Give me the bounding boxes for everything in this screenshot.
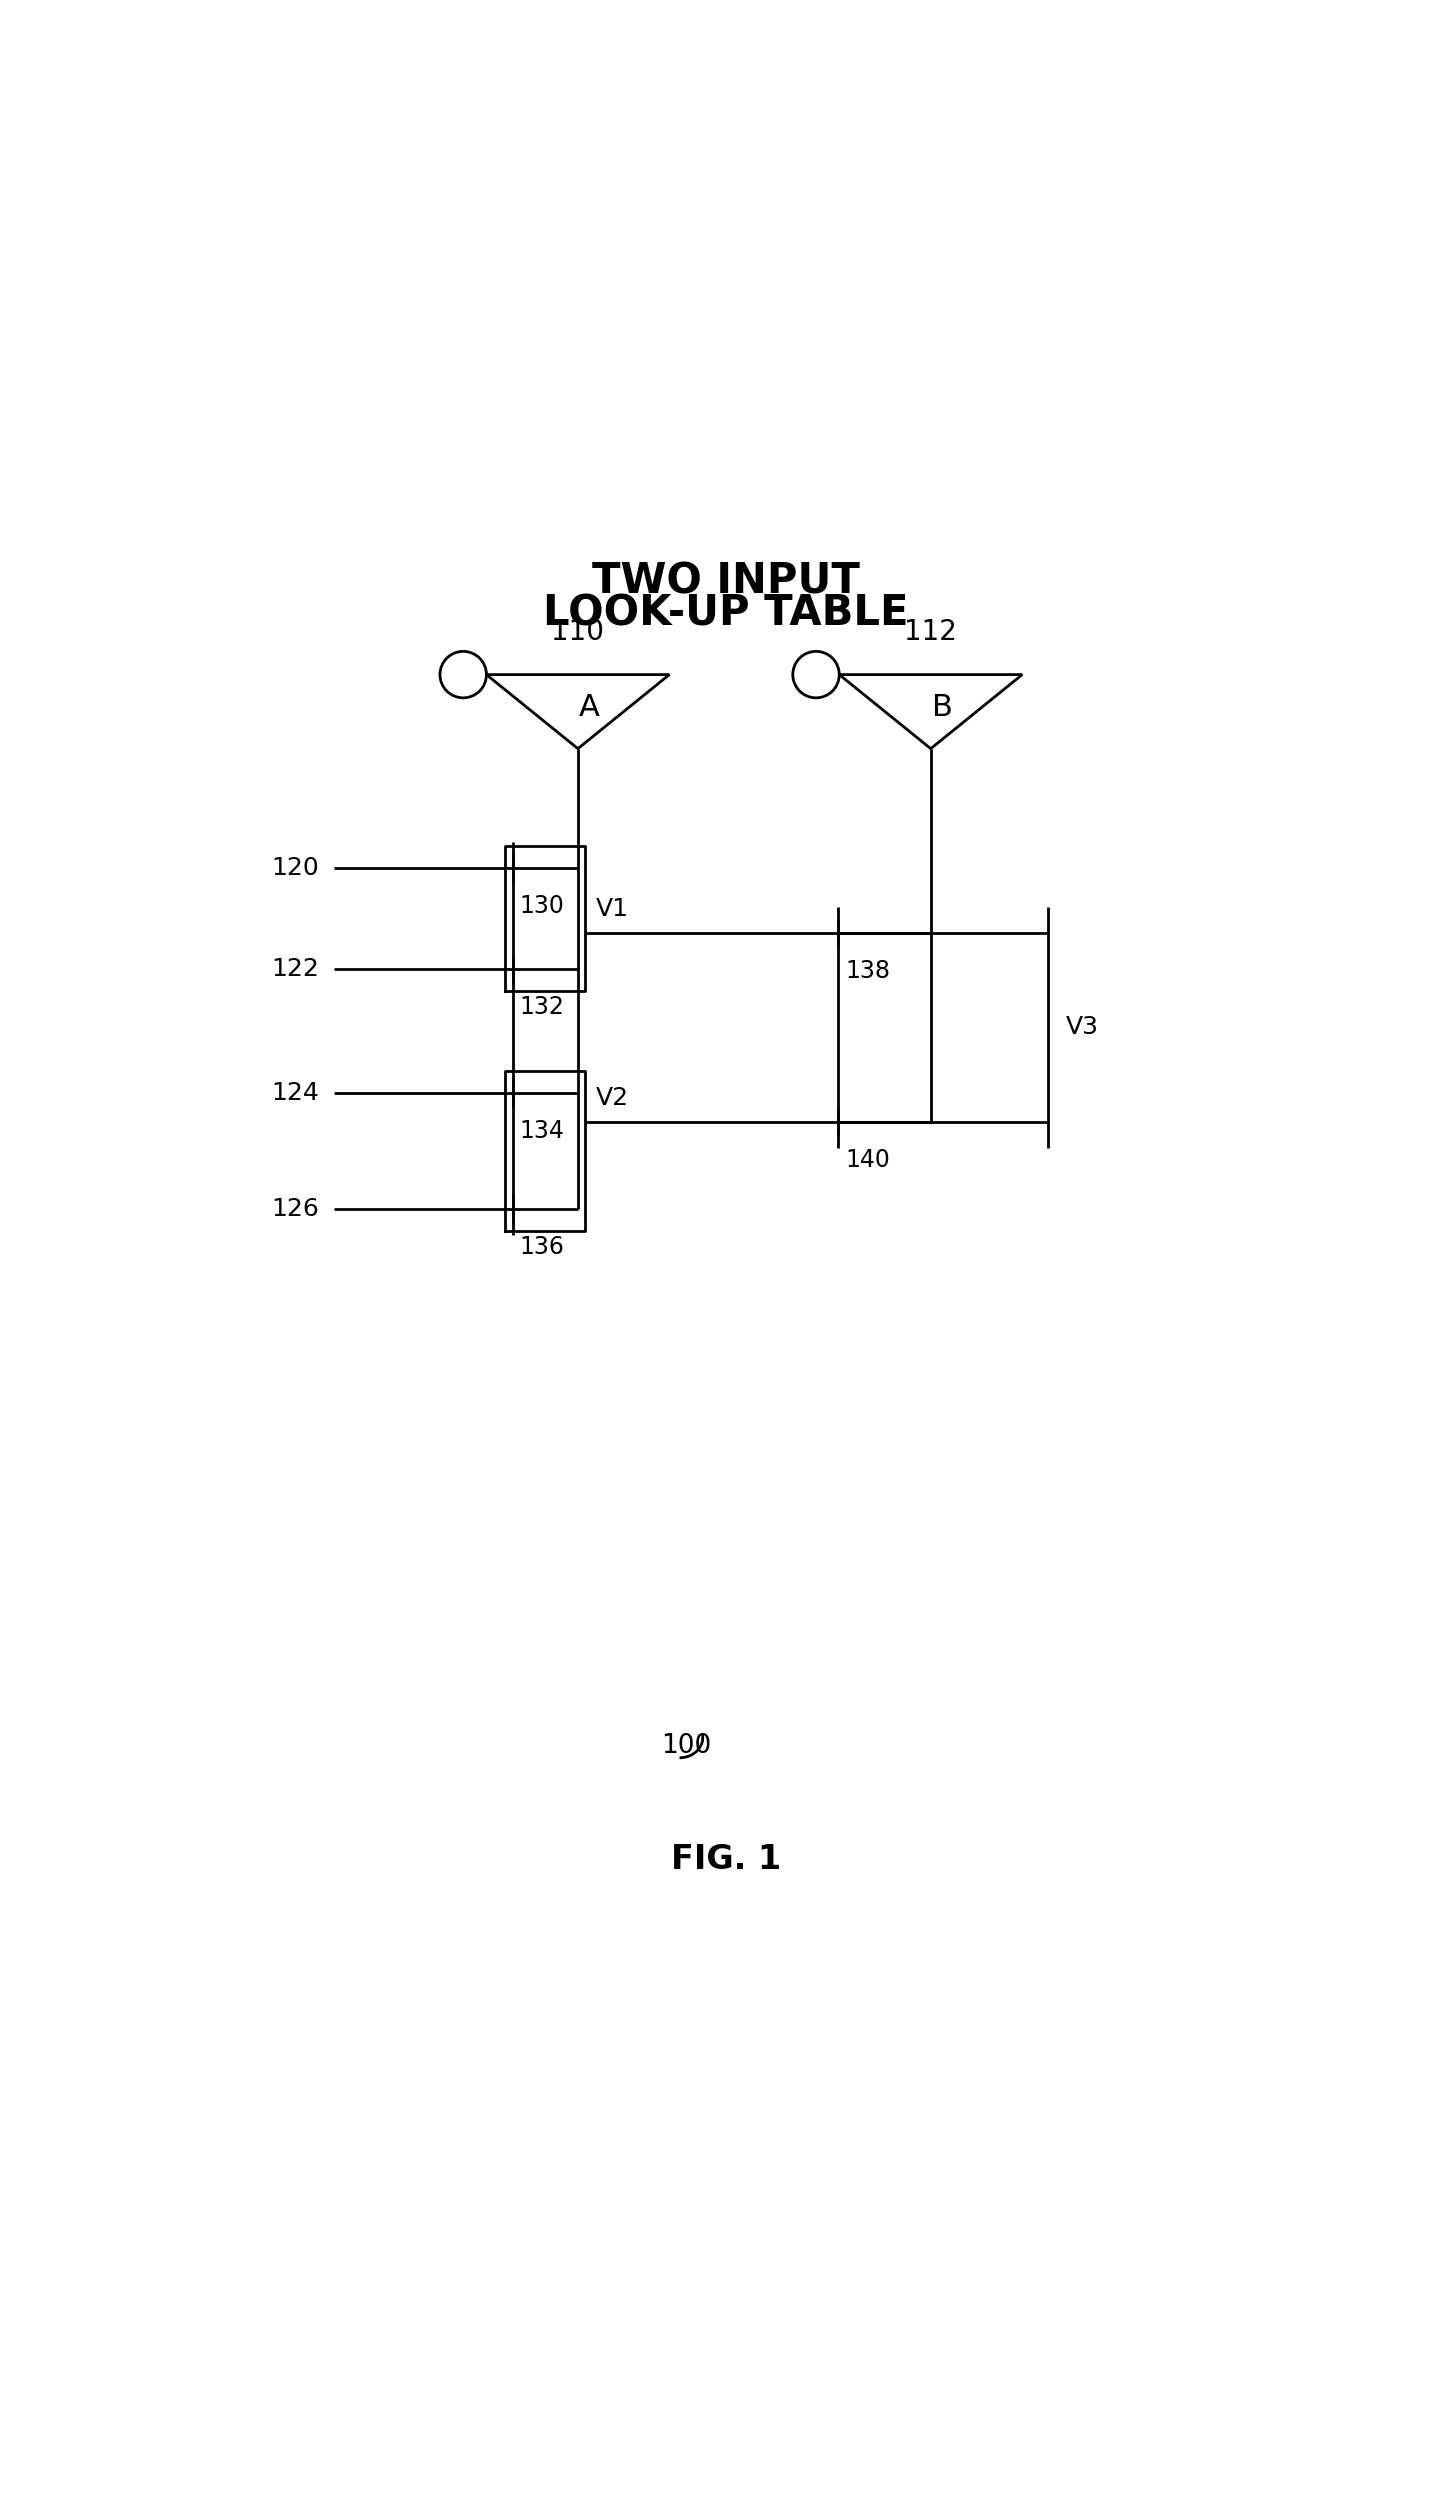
Text: 134: 134 bbox=[520, 1120, 565, 1142]
Text: V3: V3 bbox=[1066, 1015, 1099, 1040]
Text: 120: 120 bbox=[272, 857, 319, 879]
Text: 112: 112 bbox=[905, 619, 957, 646]
Text: B: B bbox=[932, 694, 953, 721]
Text: 124: 124 bbox=[272, 1080, 319, 1105]
Text: 138: 138 bbox=[845, 959, 890, 982]
Text: V1: V1 bbox=[595, 897, 629, 922]
Text: V2: V2 bbox=[595, 1087, 629, 1110]
Text: 122: 122 bbox=[272, 957, 319, 982]
Text: A: A bbox=[579, 694, 600, 721]
Text: 126: 126 bbox=[272, 1197, 319, 1220]
Text: 140: 140 bbox=[845, 1147, 890, 1172]
Text: LOOK-UP TABLE: LOOK-UP TABLE bbox=[543, 594, 909, 634]
Text: 136: 136 bbox=[520, 1235, 565, 1260]
Text: TWO INPUT: TWO INPUT bbox=[592, 561, 860, 604]
Text: 110: 110 bbox=[552, 619, 604, 646]
Text: 132: 132 bbox=[520, 994, 565, 1020]
Text: FIG. 1: FIG. 1 bbox=[671, 1844, 781, 1876]
Text: 100: 100 bbox=[661, 1733, 711, 1759]
Text: 130: 130 bbox=[520, 894, 565, 917]
